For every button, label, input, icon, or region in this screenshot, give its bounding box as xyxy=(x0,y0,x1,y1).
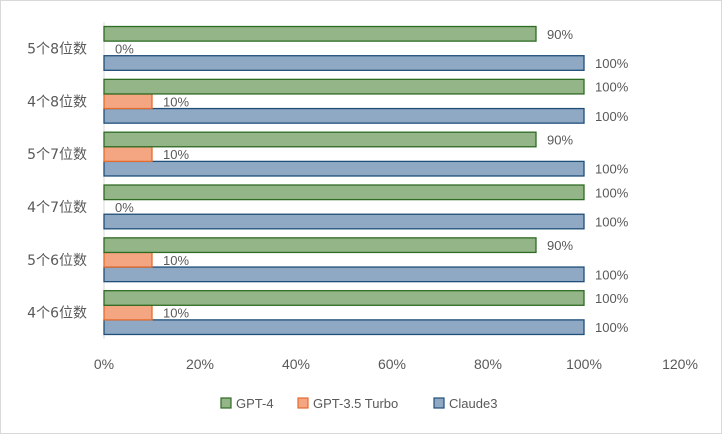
category-label: 4个7位数 xyxy=(27,200,87,216)
data-label: 100% xyxy=(595,185,629,200)
category-label: 4个6位数 xyxy=(27,306,87,322)
x-tick-label: 20% xyxy=(186,356,214,372)
data-label: 10% xyxy=(163,94,189,109)
x-tick-label: 100% xyxy=(566,356,602,372)
data-label: 0% xyxy=(115,200,134,215)
x-tick-label: 40% xyxy=(282,356,310,372)
bar xyxy=(103,319,585,336)
data-label: 10% xyxy=(163,147,189,162)
legend-swatch xyxy=(297,397,309,409)
data-label: 0% xyxy=(115,41,134,56)
category-label: 4个8位数 xyxy=(27,94,87,110)
legend-label: GPT-3.5 Turbo xyxy=(313,396,398,411)
bar xyxy=(103,107,585,124)
bar xyxy=(103,93,153,110)
x-tick-label: 120% xyxy=(662,356,698,372)
category-label: 5个7位数 xyxy=(27,147,87,163)
data-label: 90% xyxy=(547,238,573,253)
bar xyxy=(103,266,585,283)
bar xyxy=(103,213,585,230)
data-label: 100% xyxy=(595,80,629,95)
data-label: 100% xyxy=(595,109,629,124)
x-tick-label: 80% xyxy=(474,356,502,372)
bar xyxy=(103,25,537,42)
category-label: 5个8位数 xyxy=(27,41,87,57)
data-label: 100% xyxy=(595,267,629,282)
data-label: 90% xyxy=(547,132,573,147)
data-label: 100% xyxy=(595,320,629,335)
category-label: 5个6位数 xyxy=(27,253,87,269)
legend-label: Claude3 xyxy=(449,396,497,411)
bar xyxy=(103,146,153,163)
bar xyxy=(103,304,153,321)
bar xyxy=(103,160,585,177)
bar xyxy=(103,131,537,148)
bar xyxy=(103,184,585,201)
data-label: 100% xyxy=(595,56,629,71)
bar xyxy=(103,290,585,306)
bar xyxy=(103,55,585,71)
data-label: 100% xyxy=(595,162,629,177)
x-tick-label: 60% xyxy=(378,356,406,372)
bar xyxy=(103,237,537,254)
data-label: 100% xyxy=(595,291,629,306)
legend-swatch xyxy=(433,397,445,409)
bar xyxy=(103,251,153,268)
x-tick-label: 0% xyxy=(94,356,114,372)
data-label: 100% xyxy=(595,215,629,230)
bar xyxy=(103,78,585,95)
data-label: 90% xyxy=(547,27,573,42)
legend-label: GPT-4 xyxy=(236,396,274,411)
data-label: 10% xyxy=(163,306,189,321)
data-label: 10% xyxy=(163,253,189,268)
legend-swatch xyxy=(220,397,232,409)
